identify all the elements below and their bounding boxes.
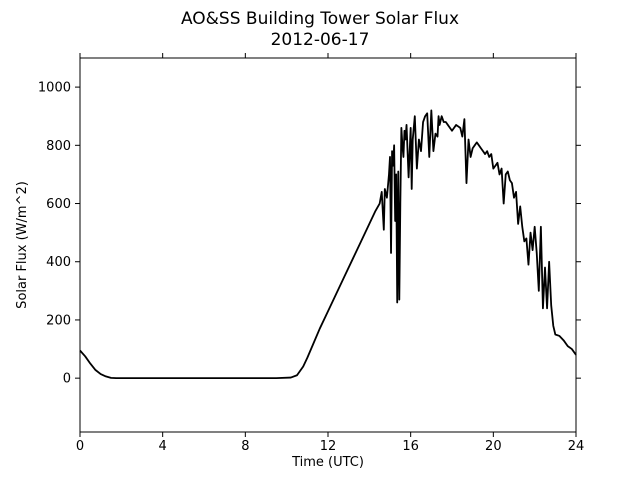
y-tick-label: 600 xyxy=(46,197,71,212)
x-tick-label: 0 xyxy=(76,439,84,454)
x-tick-label: 8 xyxy=(241,439,249,454)
y-tick-label: 0 xyxy=(63,372,71,387)
x-axis-ticks: 0 4 8 12 16 20 24 xyxy=(76,53,584,454)
y-axis-ticks: 0 200 400 600 800 1000 xyxy=(38,81,581,387)
chart-title: AO&SS Building Tower Solar Flux xyxy=(181,9,459,29)
y-axis-label: Solar Flux (W/m^2) xyxy=(15,181,30,309)
x-tick-label: 16 xyxy=(402,439,419,454)
x-tick-label: 24 xyxy=(568,439,585,454)
x-tick-label: 4 xyxy=(159,439,167,454)
y-tick-label: 400 xyxy=(46,255,71,270)
series-line xyxy=(79,109,577,380)
plot-frame xyxy=(79,57,577,433)
y-tick-label: 1000 xyxy=(38,81,71,96)
chart-subtitle: 2012-06-17 xyxy=(271,30,370,50)
y-tick-label: 200 xyxy=(46,313,71,328)
x-tick-label: 20 xyxy=(485,439,502,454)
x-axis-label: Time (UTC) xyxy=(291,455,364,470)
plot-area xyxy=(80,58,576,432)
y-tick-label: 800 xyxy=(46,139,71,154)
x-tick-label: 12 xyxy=(320,439,337,454)
